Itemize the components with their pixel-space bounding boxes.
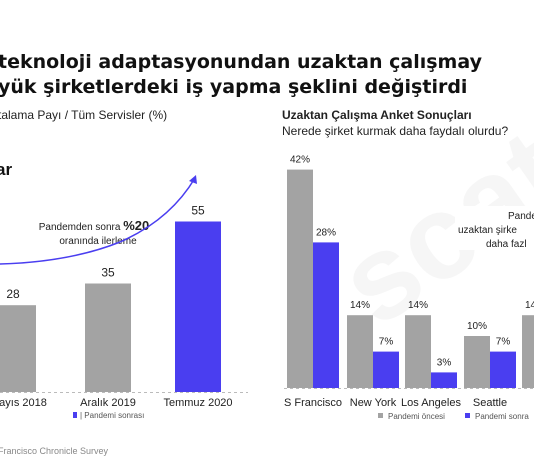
right-bar-label-3-0: 10%: [467, 321, 487, 332]
right-bar-3-1: [490, 351, 516, 388]
right-bar-1-1: [373, 351, 399, 388]
right-legend-swatch-0: [378, 413, 383, 418]
right-annotation-line-0: Pande: [508, 211, 534, 222]
left-annotation-line1: Pandemden sonra %20: [39, 218, 150, 233]
right-bar-4-0: [522, 315, 534, 388]
left-bar-label-0: 28: [6, 287, 20, 301]
left-category-label-1: Aralık 2019: [80, 397, 136, 409]
left-chart-headline: ar: [0, 160, 13, 179]
right-annotation-line-1: uzaktan şirke: [458, 225, 517, 236]
left-legend-label: | Pandemi sonrası: [80, 411, 144, 420]
right-annotation-bg: [455, 206, 534, 250]
left-bar-2: [175, 221, 221, 392]
left-category-label-0: ayıs 2018: [0, 397, 47, 409]
right-chart-subtitle: Nerede şirket kurmak daha faydalı olurdu…: [282, 124, 509, 138]
right-bar-2-0: [405, 315, 431, 388]
right-bar-1-0: [347, 315, 373, 388]
right-bar-label-0-1: 28%: [316, 227, 336, 238]
left-chart-title: talama Payı / Tüm Servisler (%): [0, 108, 168, 122]
left-legend-swatch: [73, 412, 77, 418]
right-category-label-3: Seattle: [473, 397, 507, 409]
left-bar-0: [0, 305, 36, 392]
right-bar-label-2-0: 14%: [408, 300, 428, 311]
left-annotation-bg: [28, 214, 160, 248]
right-bar-label-2-1: 3%: [437, 357, 452, 368]
right-category-label-1: New York: [350, 397, 397, 409]
source-note: Francisco Chronicle Survey: [0, 446, 109, 456]
left-bar-label-1: 35: [101, 266, 115, 280]
left-annotation-line2: oranında ilerleme: [59, 236, 137, 247]
right-bar-label-1-1: 7%: [379, 337, 394, 348]
right-category-label-2: Los Angeles: [401, 397, 461, 409]
right-bar-2-1: [431, 372, 457, 388]
trend-arrow-head: [189, 175, 197, 184]
trend-arrow-line: [0, 177, 196, 265]
right-bar-label-1-0: 14%: [350, 300, 370, 311]
right-bar-0-0: [287, 169, 313, 388]
right-legend-label-0: Pandemi öncesi: [388, 412, 445, 421]
right-bar-3-0: [464, 336, 490, 388]
right-legend-label-1: Pandemi sonra: [475, 412, 529, 421]
right-bar-label-0-0: 42%: [290, 155, 310, 166]
right-annotation-line-2: daha fazl: [486, 239, 527, 250]
left-bar-1: [85, 283, 131, 392]
right-category-label-0: S Francisco: [284, 397, 342, 409]
right-bar-label-4-0: 14%: [525, 300, 534, 311]
right-bar-label-3-1: 7%: [496, 337, 511, 348]
left-bar-label-2: 55: [191, 204, 205, 218]
right-chart-title: Uzaktan Çalışma Anket Sonuçları: [282, 108, 472, 122]
right-legend-swatch-1: [465, 413, 470, 418]
left-category-label-2: Temmuz 2020: [163, 397, 232, 409]
right-bar-0-1: [313, 242, 339, 388]
page-title: teknoloji adaptasyonundan uzaktan çalışm…: [0, 51, 482, 98]
